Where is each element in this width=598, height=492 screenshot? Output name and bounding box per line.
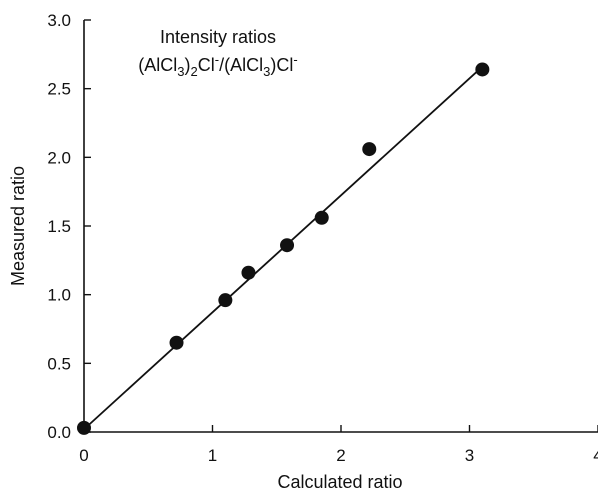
annotation-title: Intensity ratios [160, 27, 276, 47]
formula-part-2: ) [185, 55, 191, 75]
x-tick-label: 1 [208, 446, 217, 465]
y-tick-label: 0.0 [47, 423, 71, 442]
data-point [218, 293, 233, 308]
y-tick-label: 2.5 [47, 80, 71, 99]
data-point [241, 265, 256, 280]
x-tick-label: 3 [465, 446, 474, 465]
marks [77, 62, 490, 435]
formula-part-1: (AlCl [138, 55, 177, 75]
y-tick-label: 1.5 [47, 217, 71, 236]
y-tick-label: 0.5 [47, 354, 71, 373]
formula-sub-2: 2 [191, 64, 198, 79]
x-tick-label: 0 [79, 446, 88, 465]
ticks: 012340.00.51.01.52.02.53.0 [47, 11, 598, 465]
data-point [169, 335, 184, 350]
data-point [314, 210, 329, 225]
formula-sub-1: 3 [177, 64, 184, 79]
axes [83, 20, 598, 433]
y-tick-label: 2.0 [47, 148, 71, 167]
y-tick-label: 1.0 [47, 286, 71, 305]
formula-part-3: Cl [198, 55, 215, 75]
y-axis-title: Measured ratio [8, 166, 28, 286]
formula-sup-2: - [293, 52, 297, 67]
x-tick-label: 2 [336, 446, 345, 465]
data-point [475, 62, 490, 77]
data-point [362, 142, 377, 157]
formula-sup-1: - [215, 52, 219, 67]
data-point [77, 420, 91, 435]
annotation-formula: (AlCl3)2Cl-/(AlCl3)Cl- [138, 52, 297, 79]
x-axis-title: Calculated ratio [277, 472, 402, 492]
x-tick-label: 4 [593, 446, 598, 465]
formula-part-4: /(AlCl [219, 55, 263, 75]
formula-part-5: )Cl [270, 55, 293, 75]
y-tick-label: 3.0 [47, 11, 71, 30]
formula-sub-3: 3 [263, 64, 270, 79]
data-point [280, 238, 295, 253]
